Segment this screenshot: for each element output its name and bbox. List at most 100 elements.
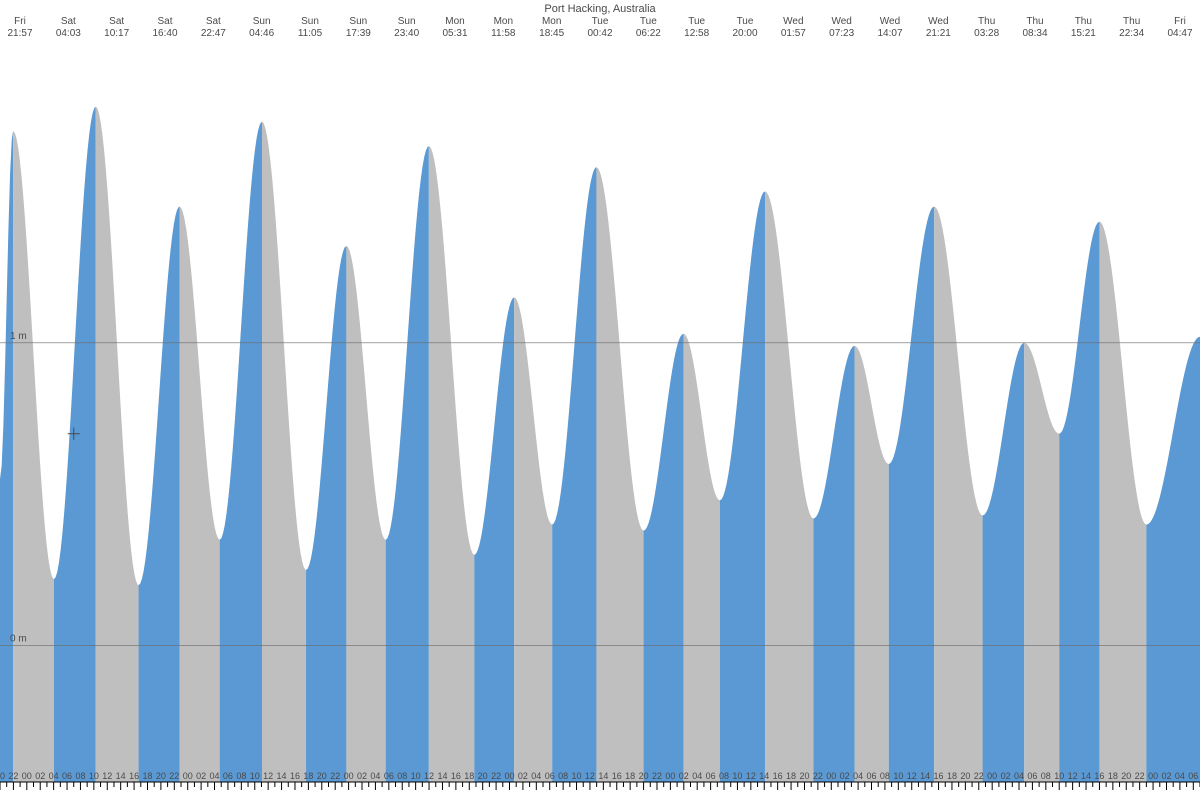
x-tick-label: 04 [49, 771, 59, 781]
x-tick-label: 22 [813, 771, 823, 781]
tide-rising-area [552, 167, 596, 782]
extrema-day-label: Mon [445, 16, 464, 27]
tide-falling-area [1024, 343, 1059, 782]
extrema-day-label: Sun [253, 16, 271, 27]
tide-chart: 0 m1 m2022000204060810121416182022000204… [0, 0, 1200, 800]
x-tick-label: 06 [545, 771, 555, 781]
tide-falling-area [346, 246, 385, 782]
x-tick-label: 10 [250, 771, 260, 781]
x-tick-label: 14 [437, 771, 447, 781]
x-tick-label: 12 [1068, 771, 1078, 781]
x-tick-label: 10 [89, 771, 99, 781]
x-tick-label: 06 [1188, 771, 1198, 781]
tide-rising-area [720, 191, 765, 782]
extrema-time-label: 16:40 [152, 28, 177, 39]
x-tick-label: 04 [1014, 771, 1024, 781]
x-tick-label: 10 [1054, 771, 1064, 781]
x-tick-label: 16 [612, 771, 622, 781]
extrema-time-label: 10:17 [104, 28, 129, 39]
x-tick-label: 16 [934, 771, 944, 781]
extrema-day-label: Tue [592, 16, 609, 27]
tide-falling-area [180, 207, 220, 782]
extrema-time-label: 00:42 [587, 28, 612, 39]
x-tick-label: 18 [1108, 771, 1118, 781]
extrema-time-label: 11:05 [298, 28, 323, 39]
tide-rising-area [54, 107, 96, 782]
x-tick-label: 02 [518, 771, 528, 781]
x-tick-label: 04 [531, 771, 541, 781]
extrema-day-label: Sat [157, 16, 172, 27]
x-tick-label: 12 [907, 771, 917, 781]
x-tick-label: 12 [102, 771, 112, 781]
extrema-day-label: Sat [61, 16, 76, 27]
extrema-day-label: Fri [14, 16, 26, 27]
x-tick-label: 06 [223, 771, 233, 781]
x-tick-label: 20 [960, 771, 970, 781]
x-tick-label: 16 [773, 771, 783, 781]
x-tick-label: 12 [746, 771, 756, 781]
extrema-day-label: Wed [928, 16, 948, 27]
x-tick-label: 00 [344, 771, 354, 781]
x-tick-label: 14 [1081, 771, 1091, 781]
extrema-day-label: Thu [1123, 16, 1140, 27]
extrema-day-label: Mon [494, 16, 513, 27]
tide-rising-area [644, 334, 684, 782]
x-tick-label: 04 [210, 771, 220, 781]
x-tick-label: 02 [1001, 771, 1011, 781]
x-tick-label: 22 [974, 771, 984, 781]
tide-chart-svg: 0 m1 m2022000204060810121416182022000204… [0, 0, 1200, 800]
extrema-time-label: 06:22 [636, 28, 661, 39]
extrema-time-label: 22:34 [1119, 28, 1144, 39]
x-tick-label: 02 [840, 771, 850, 781]
extrema-time-label: 21:57 [7, 28, 32, 39]
extrema-time-label: 05:31 [442, 28, 467, 39]
tide-rising-area [386, 146, 429, 782]
x-tick-label: 10 [411, 771, 421, 781]
extrema-time-label: 18:45 [539, 28, 564, 39]
x-tick-label: 08 [236, 771, 246, 781]
x-tick-label: 18 [786, 771, 796, 781]
tide-falling-area [765, 191, 813, 782]
x-tick-label: 20 [799, 771, 809, 781]
x-tick-label: 18 [947, 771, 957, 781]
tide-rising-area [139, 207, 180, 782]
extrema-time-label: 04:03 [56, 28, 81, 39]
x-tick-label: 08 [558, 771, 568, 781]
x-tick-label: 22 [491, 771, 501, 781]
x-tick-label: 16 [451, 771, 461, 781]
x-tick-label: 18 [303, 771, 313, 781]
extrema-day-label: Sun [301, 16, 319, 27]
x-tick-label: 02 [1161, 771, 1171, 781]
extrema-time-label: 01:57 [781, 28, 806, 39]
x-tick-label: 16 [290, 771, 300, 781]
x-tick-label: 22 [330, 771, 340, 781]
x-tick-label: 20 [478, 771, 488, 781]
extrema-day-label: Mon [542, 16, 561, 27]
tide-falling-area [683, 334, 719, 782]
x-tick-label: 20 [0, 771, 5, 781]
extrema-day-label: Sat [109, 16, 124, 27]
x-tick-label: 14 [920, 771, 930, 781]
x-tick-label: 18 [142, 771, 152, 781]
x-tick-label: 08 [719, 771, 729, 781]
x-tick-label: 18 [625, 771, 635, 781]
x-tick-label: 08 [397, 771, 407, 781]
extrema-day-label: Tue [688, 16, 705, 27]
extrema-time-label: 21:21 [926, 28, 951, 39]
x-tick-label: 22 [8, 771, 18, 781]
x-tick-label: 14 [277, 771, 287, 781]
tide-rising-area [1059, 222, 1099, 782]
x-tick-label: 08 [880, 771, 890, 781]
x-tick-label: 00 [665, 771, 675, 781]
tide-rising-area [1146, 337, 1200, 782]
x-tick-label: 06 [706, 771, 716, 781]
extrema-day-label: Thu [978, 16, 995, 27]
extrema-time-label: 04:47 [1167, 28, 1192, 39]
x-tick-label: 14 [598, 771, 608, 781]
tide-rising-area [220, 122, 262, 782]
x-tick-label: 06 [1027, 771, 1037, 781]
tide-falling-area [934, 207, 982, 782]
x-tick-label: 00 [183, 771, 193, 781]
chart-title-text: Port Hacking, Australia [544, 3, 656, 15]
x-tick-label: 22 [652, 771, 662, 781]
